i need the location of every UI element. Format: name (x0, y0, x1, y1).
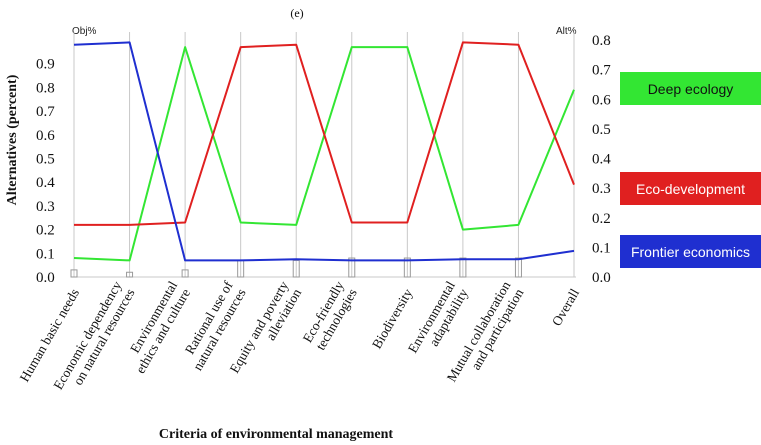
series-line-eco (74, 41, 575, 226)
objective-weight-bar (459, 257, 467, 278)
right-tick-label: 0.2 (592, 211, 611, 227)
left-axis-header: Obj% (72, 26, 97, 37)
right-tick-label: 0.1 (592, 240, 611, 256)
right-axis-ticks: 0.0 0.1 0.2 0.3 0.4 0.5 0.6 0.7 0.8 (592, 33, 611, 286)
left-tick-label: 0.3 (36, 199, 55, 215)
series-lines (73, 41, 575, 262)
right-tick-label: 0.8 (592, 33, 611, 49)
left-tick-label: 0.8 (36, 80, 55, 96)
right-tick-label: 0.4 (592, 152, 611, 168)
right-tick-label: 0.3 (592, 181, 611, 197)
left-tick-label: 0.9 (36, 57, 55, 73)
left-tick-label: 0.4 (36, 175, 55, 191)
objective-weight-bars (70, 257, 522, 278)
right-tick-label: 0.0 (592, 270, 611, 286)
right-tick-label: 0.6 (592, 92, 611, 108)
legend-frontier-economics: Frontier economics (620, 235, 761, 268)
right-axis-header: Alt% (556, 26, 577, 37)
series-line-frontier (73, 41, 575, 262)
right-tick-label: 0.7 (592, 63, 611, 79)
objective-weight-bar (514, 257, 522, 278)
left-tick-label: 0.7 (36, 104, 55, 120)
objective-weight-bar (126, 271, 134, 278)
panel-label: (e) (290, 6, 303, 20)
left-tick-label: 0.5 (36, 152, 55, 168)
left-tick-label: 0.1 (36, 246, 55, 262)
grid (73, 32, 576, 278)
series-line-deep (73, 46, 575, 262)
x-axis-label: Criteria of environmental management (159, 427, 394, 442)
category-label-line: Overall (549, 286, 582, 329)
legend-eco-development: Eco-development (620, 172, 761, 205)
objective-weight-bar (348, 257, 356, 278)
objective-weight-bar (181, 269, 189, 278)
legend-deep-ecology: Deep ecology (620, 72, 761, 105)
right-tick-label: 0.5 (592, 122, 611, 138)
left-tick-label: 0.2 (36, 223, 55, 239)
objective-weight-bar (70, 269, 78, 278)
left-axis-ticks: 0.0 0.1 0.2 0.3 0.4 0.5 0.6 0.7 0.8 0.9 (36, 57, 55, 286)
y-axis-label: Alternatives (percent) (5, 74, 20, 205)
objective-weight-bar (403, 257, 411, 278)
left-tick-label: 0.0 (36, 270, 55, 286)
objective-weight-bar (292, 259, 300, 278)
left-tick-label: 0.6 (36, 128, 55, 144)
category-label: Overall (549, 286, 582, 329)
